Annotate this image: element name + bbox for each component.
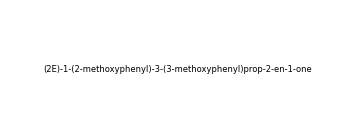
Text: (2E)-1-(2-methoxyphenyl)-3-(3-methoxyphenyl)prop-2-en-1-one: (2E)-1-(2-methoxyphenyl)-3-(3-methoxyphe… xyxy=(43,64,312,74)
